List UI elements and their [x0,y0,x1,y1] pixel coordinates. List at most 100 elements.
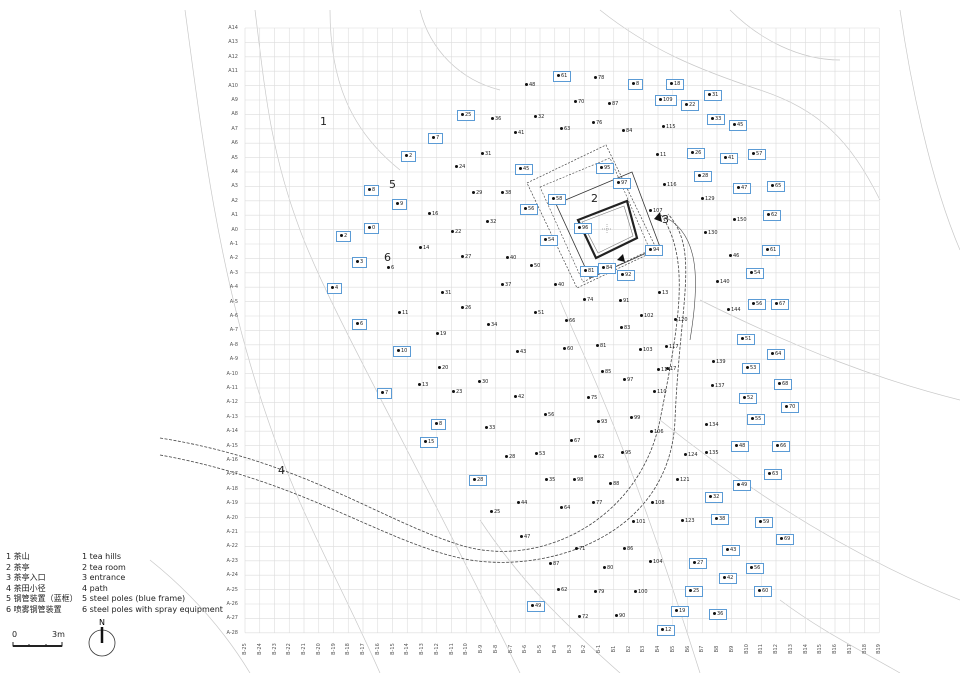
steel-pole-point: 92 [617,270,636,281]
steel-pole-point: 66 [772,441,791,452]
tea-plant-point: 40 [554,282,564,289]
tea-plant-point: 67 [570,438,580,445]
row-label: A-28 [226,629,238,636]
tea-plant-point: 124 [684,452,698,459]
tea-plant-point: 90 [615,613,625,620]
row-label: A4 [231,169,238,175]
steel-pole-point: 4 [327,283,343,294]
arrow-icon [617,254,625,262]
steel-pole-point: 69 [776,534,795,545]
steel-pole-point: 54 [746,268,765,279]
steel-pole-point: 84 [598,263,617,274]
tea-plant-point: 100 [634,589,648,596]
column-label: B12 [773,644,779,654]
north-arrow-icon [88,627,116,657]
tea-plant-point: 31 [441,290,451,297]
tea-plant-point: 25 [490,509,500,516]
legend-en: 5 steel poles (blue frame) [82,594,186,604]
tea-plant-point: 98 [573,477,583,484]
tea-plant-point: 150 [733,217,747,224]
contour-line [184,9,381,673]
tea-plant-point: 103 [639,347,653,354]
tea-plant-point: 76 [592,120,602,127]
steel-pole-point: 8 [364,185,380,196]
tea-plant-point: 80 [603,565,613,572]
tea-plant-point: 72 [578,614,588,621]
steel-pole-point: 31 [704,90,723,101]
steel-pole-point: 12 [657,625,676,636]
row-label: A-9 [229,356,238,363]
tea-plant-point: 44 [517,500,527,507]
row-label: A13 [228,39,238,46]
column-label: B4 [655,645,661,653]
tea-plant-point: 83 [620,325,630,332]
contour-line [779,599,901,673]
column-label: B8 [714,645,720,653]
tea-plant-point: 17 [666,366,676,373]
row-label: A1 [231,212,238,219]
column-label: B-16 [374,643,381,655]
steel-pole-point: 28 [694,171,713,182]
contour-line [599,9,881,201]
legend-en: 3 entrance [82,573,126,583]
steel-pole-point: 49 [733,480,752,491]
steel-pole-point: 109 [655,95,677,106]
path-edge [159,215,680,552]
tea-plant-point: 28 [505,454,515,461]
contour-line [699,299,960,401]
tea-plant-point: 27 [461,254,471,261]
column-label: B-19 [330,643,337,655]
tea-plant-point: 33 [485,425,495,432]
row-label: A8 [231,111,238,118]
steel-pole-point: 70 [781,402,800,413]
contour-line [329,9,401,171]
tea-plant-point: 74 [583,297,593,304]
column-label: B-21 [301,643,307,655]
steel-pole-point: 6 [352,319,368,330]
row-label: A-23 [226,557,238,564]
tea-plant-point: 26 [461,305,471,312]
tea-plant-point: 117 [665,344,679,351]
row-label: A9 [231,97,238,103]
row-label: A-6 [229,313,238,319]
steel-pole-point: 68 [774,379,793,390]
tea-plant-point: 77 [592,500,602,507]
row-label: A-19 [226,500,238,507]
column-label: B-3 [566,644,573,654]
column-label: B-22 [286,643,293,655]
column-label: B-4 [551,644,558,654]
steel-pole-point: 48 [731,441,750,452]
steel-pole-point: 25 [685,586,704,597]
steel-pole-point: 56 [748,299,767,310]
row-label: A6 [231,140,238,147]
steel-pole-point: 9 [392,199,408,210]
tea-plant-point: 37 [501,282,511,289]
column-label: B2 [625,645,632,653]
column-label: B6 [684,645,691,653]
contour-line [149,559,251,673]
column-label: B-12 [433,643,440,655]
legend-item: 1 茶山 1 tea hills [6,552,223,563]
legend-en: 6 steel poles with spray equipment [82,604,223,614]
row-label: A-21 [226,529,238,535]
steel-pole-point: 58 [548,194,567,205]
tea-plant-point: 60 [563,346,573,353]
tea-plant-point: 11 [656,152,666,159]
tea-plant-point: 24 [455,164,465,171]
tea-plant-point: 97 [623,377,633,384]
row-label: A-14 [226,428,238,435]
column-label: B16 [832,644,838,654]
path-edge [659,214,696,341]
steel-pole-point: 42 [719,573,738,584]
tea-plant-point: 102 [640,313,654,320]
tea-plant-point: 101 [632,519,646,526]
steel-pole-point: 8 [628,79,644,90]
tea-plant-point: 22 [451,229,461,236]
row-label: A-8 [229,341,238,348]
row-label: A0 [231,226,238,233]
legend-item: 6 喷雾钢管装置 6 steel poles with spray equipme… [6,605,223,616]
tea-plant-point: 40 [506,255,516,262]
steel-pole-point: 49 [527,601,546,612]
steel-pole-point: 56 [746,563,765,574]
